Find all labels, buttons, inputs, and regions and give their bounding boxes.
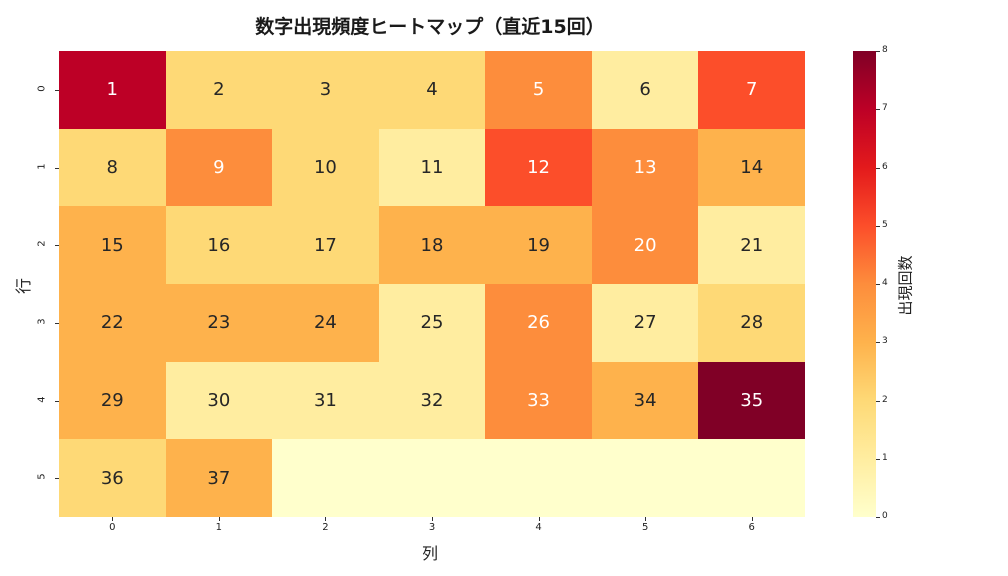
heatmap-cell: 11	[378, 128, 486, 207]
x-tick-mark	[325, 517, 327, 521]
x-tick-label: 4	[535, 522, 542, 533]
heatmap-cell: 34	[591, 361, 699, 440]
heatmap-cell: 25	[378, 283, 486, 362]
colorbar-tick-mark	[876, 225, 880, 227]
heatmap-grid: 1 2 3 4 5 6 7 8 9 10 11 12 13 14 15 16 17 18 19 20 21 22 23 24 2…	[59, 51, 805, 517]
heatmap-cell: 29	[59, 361, 166, 440]
colorbar-tick-mark	[876, 284, 880, 285]
heatmap-cell: 37	[165, 439, 273, 517]
heatmap-cell: 22	[59, 283, 166, 362]
x-tick-label: 0	[109, 522, 116, 533]
y-tick-label: 3	[36, 318, 48, 325]
colorbar-tick-label: 0	[882, 511, 888, 521]
colorbar-tick-label: 7	[882, 103, 888, 114]
heatmap-cell	[698, 439, 805, 517]
colorbar-tick-label: 5	[882, 219, 888, 230]
colorbar-tick-mark	[876, 167, 880, 169]
heatmap-cell	[272, 439, 379, 517]
colorbar-tick-label: 4	[882, 278, 888, 288]
heatmap-cell: 2	[165, 51, 273, 129]
colorbar-tick-mark	[876, 342, 880, 344]
colorbar-tick-label: 2	[882, 394, 888, 405]
y-tick-label: 5	[36, 473, 48, 480]
x-tick-label: 2	[322, 522, 329, 533]
y-tick-mark	[55, 245, 59, 247]
heatmap-cell: 31	[272, 361, 379, 440]
y-tick-label: 2	[36, 240, 48, 247]
heatmap-cell: 1	[59, 51, 166, 129]
heatmap-cell: 26	[485, 283, 592, 362]
x-tick-mark	[645, 517, 647, 521]
heatmap-cell: 23	[165, 283, 273, 362]
y-tick-mark	[55, 478, 59, 480]
x-axis-label: 列	[422, 544, 439, 563]
y-axis-label: 行	[14, 277, 34, 295]
heatmap-cell: 12	[485, 128, 592, 207]
heatmap-cell: 7	[698, 51, 805, 129]
heatmap-cell: 6	[591, 51, 699, 129]
x-tick-mark	[218, 517, 220, 521]
colorbar-tick-mark	[876, 51, 880, 52]
colorbar-label: 出現回数	[896, 255, 915, 316]
x-tick-label: 5	[641, 522, 649, 533]
heatmap-cell	[591, 439, 699, 517]
colorbar-tick-mark	[876, 400, 880, 402]
heatmap-cell: 5	[485, 51, 592, 129]
heatmap-cell: 30	[165, 361, 273, 440]
heatmap-cell: 33	[485, 361, 592, 440]
colorbar	[853, 51, 876, 517]
heatmap-cell: 28	[698, 283, 805, 362]
heatmap-cell: 24	[272, 283, 379, 362]
heatmap-cell: 27	[591, 283, 699, 362]
x-tick-label: 3	[428, 522, 436, 533]
x-tick-mark	[112, 517, 114, 521]
heatmap-cell: 8	[59, 128, 166, 207]
y-tick-label: 4	[36, 395, 48, 403]
y-tick-mark	[55, 89, 59, 91]
x-tick-label: 1	[215, 522, 223, 533]
x-tick-mark	[538, 517, 540, 521]
heatmap-cell: 10	[272, 128, 379, 207]
x-tick-mark	[751, 517, 753, 521]
heatmap-cell: 9	[165, 128, 273, 207]
colorbar-tick-label: 3	[882, 336, 888, 347]
x-tick-mark	[432, 517, 433, 521]
heatmap-cell: 4	[378, 51, 486, 129]
heatmap-cell: 19	[485, 206, 592, 284]
heatmap-cell: 15	[59, 206, 166, 284]
colorbar-tick-label: 8	[882, 45, 888, 55]
chart-title: 数字出現頻度ヒートマップ（直近15回）	[255, 16, 605, 38]
x-tick-label: 6	[748, 522, 755, 533]
heatmap-cell: 13	[591, 128, 699, 207]
colorbar-tick-mark	[876, 458, 880, 460]
colorbar-tick-mark	[876, 517, 880, 518]
y-tick-mark	[55, 322, 59, 324]
heatmap-cell	[485, 439, 592, 517]
heatmap-cell: 35	[698, 361, 805, 440]
colorbar-tick-mark	[876, 109, 880, 111]
heatmap-cell: 21	[698, 206, 805, 284]
colorbar-tick-label: 1	[882, 452, 888, 463]
y-tick-mark	[55, 400, 59, 402]
heatmap-cell: 3	[272, 51, 379, 129]
heatmap-cell: 18	[378, 206, 486, 284]
heatmap-cell: 17	[272, 206, 379, 284]
heatmap-cell: 14	[698, 128, 805, 207]
heatmap-cell	[378, 439, 486, 517]
heatmap-cell: 20	[591, 206, 699, 284]
heatmap-cell: 36	[59, 439, 166, 517]
y-tick-label: 0	[36, 85, 48, 92]
colorbar-tick-label: 6	[882, 161, 888, 172]
y-tick-label: 1	[36, 162, 48, 170]
heatmap-cell: 16	[165, 206, 273, 284]
heatmap-cell: 32	[378, 361, 486, 440]
y-tick-mark	[55, 167, 59, 169]
